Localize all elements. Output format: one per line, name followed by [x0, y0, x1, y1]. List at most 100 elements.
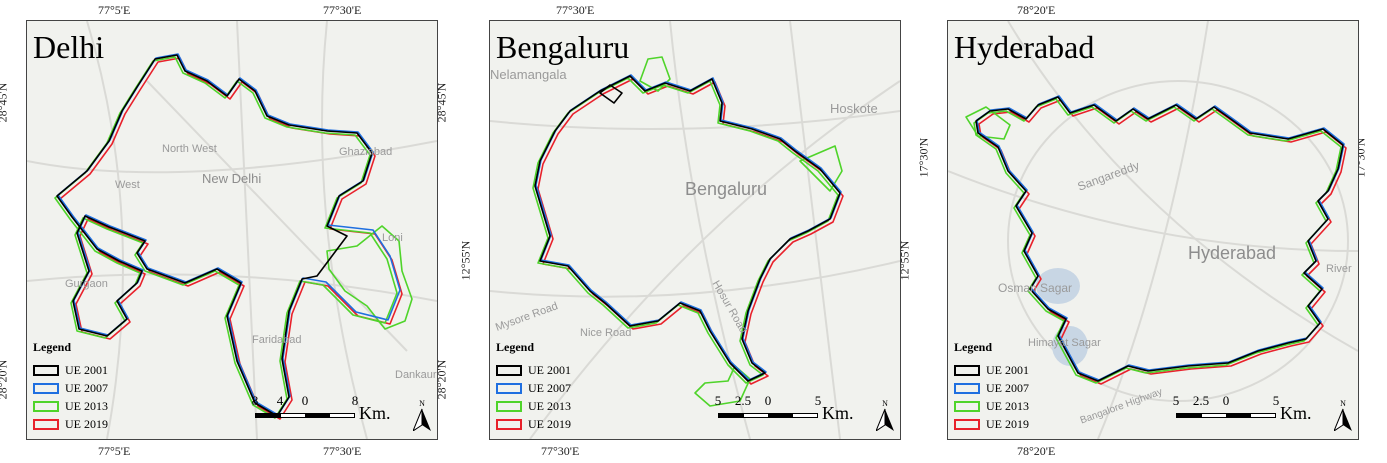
- scale-bar-graphic: [718, 413, 818, 418]
- scale-bar: 5 2.5 0 5 Km.: [714, 393, 868, 431]
- scale-label: 5: [1272, 393, 1280, 408]
- scale-bar-graphic: [255, 413, 355, 418]
- scale-label: 2.5: [734, 393, 752, 408]
- legend-item: UE 2019: [496, 415, 624, 433]
- place-label: North West: [162, 143, 217, 155]
- scale-label: 4: [276, 393, 284, 408]
- map-frame: Hyderabad Sangareddy Osman Sagar Himayat…: [947, 20, 1359, 440]
- legend-label: UE 2013: [65, 398, 108, 413]
- swatch-ue2013: [954, 400, 980, 412]
- map-panel-bengaluru: 77°30'E 77°30'E 12°55'N 12°55'N: [458, 0, 911, 463]
- swatch-ue2019: [954, 418, 980, 430]
- scale-label: 5: [714, 393, 722, 408]
- city-title: Bengaluru: [496, 29, 630, 65]
- legend-item: UE 2013: [496, 397, 624, 415]
- left-tick-1: 17°30'N: [916, 137, 931, 178]
- north-label: N: [1340, 399, 1346, 408]
- legend-label: UE 2013: [986, 398, 1029, 413]
- map-panel-hyderabad: 78°20'E 78°20'E 17°30'N 17°30'N: [916, 0, 1367, 463]
- bottom-tick-1: 78°20'E: [1017, 444, 1056, 458]
- scale-label: 0: [764, 393, 772, 408]
- place-label: Faridabad: [252, 334, 302, 346]
- city-title: Hyderabad: [954, 29, 1095, 65]
- north-label: N: [882, 399, 888, 408]
- city-title: Delhi: [33, 29, 105, 65]
- scale-labels: 5 2.5 0 5: [1172, 393, 1280, 408]
- legend: Legend UE 2001 UE 2007 UE 2013 UE 2019: [954, 340, 1082, 433]
- scale-labels: 8 4 0 8: [251, 393, 359, 408]
- left-tick-1: 12°55'N: [458, 240, 473, 281]
- ue2013-boundary: [54, 56, 398, 419]
- legend-title: Legend: [954, 340, 993, 354]
- left-tick-2: 28°20'N: [0, 359, 10, 400]
- scale-labels: 5 2.5 0 5: [714, 393, 822, 408]
- lake-himayat-sagar: [1052, 326, 1088, 366]
- legend-label: UE 2007: [986, 380, 1029, 395]
- bottom-tick-1: 77°30'E: [541, 444, 580, 458]
- place-label: Nelamangala: [490, 67, 567, 82]
- basemap-roads: [490, 21, 900, 439]
- bottom-tick-2: 77°30'E: [323, 444, 362, 458]
- urban-extent-hyderabad: [965, 95, 1347, 385]
- ue2013-south-extension: [694, 365, 751, 407]
- top-tick-1: 78°20'E: [1017, 3, 1056, 17]
- scale-label: 0: [301, 393, 309, 408]
- north-arrow: N: [413, 397, 431, 431]
- legend-item: UE 2001: [33, 361, 161, 379]
- ue2001-boundary: [534, 75, 841, 382]
- scale-label: 8: [351, 393, 359, 408]
- place-label: River: [1326, 263, 1352, 275]
- legend-item: UE 2007: [33, 379, 161, 397]
- place-label: Himayat Sagar: [1028, 337, 1101, 349]
- legend-label: UE 2001: [528, 362, 571, 377]
- place-label: Hoskote: [830, 101, 878, 116]
- place-label: Gurgaon: [65, 278, 108, 290]
- scale-bar-graphic: [1176, 413, 1276, 418]
- legend: Legend UE 2001 UE 2007 UE 2013 UE 2019: [496, 340, 624, 433]
- ue2007-boundary: [57, 53, 401, 416]
- legend: Legend UE 2001 UE 2007 UE 2013 UE 2019: [33, 340, 161, 433]
- legend-item: UE 2019: [954, 415, 1082, 433]
- map-frame: North West West New Delhi Gurgaon Ghazia…: [26, 20, 438, 440]
- swatch-ue2007: [954, 382, 980, 394]
- swatch-ue2019: [33, 418, 59, 430]
- map-panel-delhi: 77°5'E 77°30'E 77°5'E 77°30'E 28°45'N 28…: [0, 0, 448, 463]
- north-arrow: N: [876, 397, 894, 431]
- swatch-ue2001: [496, 364, 522, 376]
- north-arrow-icon: N: [1334, 399, 1352, 431]
- scale-unit: Km.: [822, 403, 854, 423]
- swatch-ue2001: [33, 364, 59, 376]
- bottom-tick-1: 77°5'E: [98, 444, 131, 458]
- legend-title: Legend: [33, 340, 72, 354]
- ue2013-boundary: [532, 77, 839, 384]
- place-label: Bengaluru: [685, 179, 768, 199]
- place-label: Dankaur: [395, 369, 437, 381]
- north-arrow-icon: N: [876, 399, 894, 431]
- legend-item: UE 2007: [954, 379, 1082, 397]
- scale-label: 8: [251, 393, 259, 408]
- legend-label: UE 2013: [528, 398, 571, 413]
- urban-extent-delhi: [54, 53, 413, 420]
- legend-item: UE 2007: [496, 379, 624, 397]
- scale-label: 5: [1172, 393, 1180, 408]
- ue2013-east-extension: [799, 145, 843, 192]
- north-label: N: [419, 399, 425, 408]
- scale-unit: Km.: [359, 403, 391, 423]
- place-label: Nice Road: [580, 327, 632, 339]
- place-label: Hyderabad: [1188, 243, 1277, 263]
- top-tick-1: 77°5'E: [98, 3, 131, 17]
- legend-item: UE 2001: [496, 361, 624, 379]
- legend-label: UE 2007: [528, 380, 571, 395]
- ue2001-boundary: [56, 54, 373, 417]
- top-tick-2: 77°30'E: [323, 3, 362, 17]
- swatch-ue2007: [33, 382, 59, 394]
- scale-label: 2.5: [1192, 393, 1210, 408]
- legend-title: Legend: [496, 340, 535, 354]
- swatch-ue2001: [954, 364, 980, 376]
- legend-item: UE 2013: [33, 397, 161, 415]
- legend-label: UE 2019: [65, 416, 108, 431]
- place-label: Ghaziabad: [339, 146, 393, 158]
- basemap-roads: [948, 21, 1358, 439]
- legend-item: UE 2013: [954, 397, 1082, 415]
- legend-label: UE 2019: [528, 416, 571, 431]
